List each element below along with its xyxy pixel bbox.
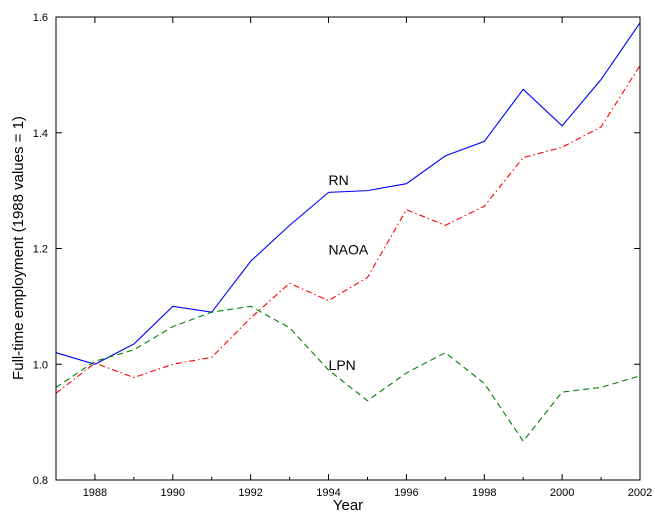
- y-tick-label: 1.0: [33, 359, 48, 371]
- x-tick-label: 1996: [394, 487, 418, 499]
- series-line-lpn: [55, 305, 641, 443]
- y-tick-label: 0.8: [33, 475, 48, 487]
- x-tick-label: 1988: [83, 487, 107, 499]
- x-tick-label: 2000: [550, 487, 574, 499]
- y-tick-label: 1.6: [33, 12, 48, 24]
- x-tick-label: 1992: [238, 487, 262, 499]
- series-label-naoa: NAOA: [329, 241, 369, 257]
- plot-frame: [55, 16, 641, 481]
- x-tick-label: 2002: [628, 487, 652, 499]
- y-tick-label: 1.2: [33, 244, 48, 256]
- y-tick-labels: 0.8 1.0 1.2 1.4 1.6: [33, 12, 48, 487]
- series-line-rn: [55, 22, 641, 365]
- series-label-rn: RN: [329, 172, 349, 188]
- series-labels: RN NAOA LPN: [329, 172, 369, 373]
- plot-background: [56, 17, 640, 480]
- series-line-naoa: [55, 65, 641, 394]
- x-tick-label: 1994: [316, 487, 340, 499]
- y-axis-label: Full-time employment (1988 values = 1): [10, 116, 27, 380]
- series-label-lpn: LPN: [329, 357, 356, 373]
- x-axis-label: Year: [333, 497, 363, 514]
- y-tick-label: 1.4: [33, 128, 48, 140]
- x-tick-label: 1990: [161, 487, 185, 499]
- x-tick-label: 1998: [472, 487, 496, 499]
- series-lines: [55, 22, 641, 443]
- x-tick-labels: 1988 1990 1992 1994 1996 1998 2000 2002: [83, 487, 653, 499]
